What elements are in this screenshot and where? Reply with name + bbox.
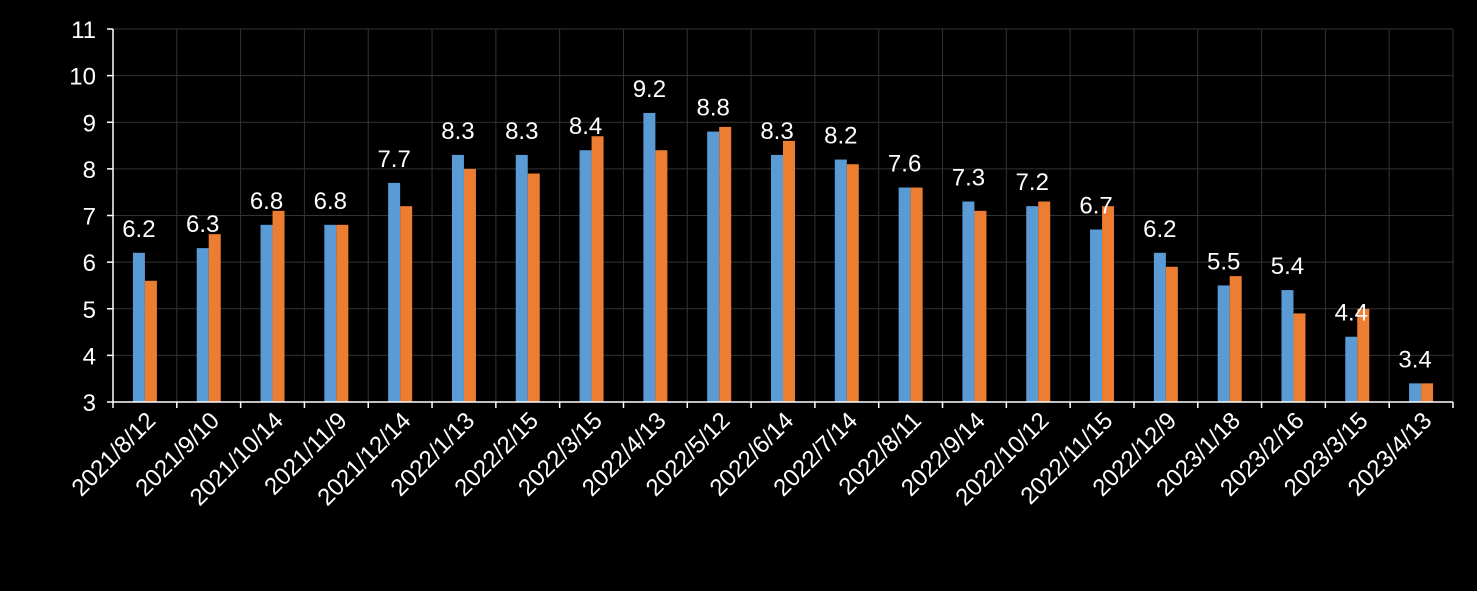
bar-series-1 <box>388 182 401 402</box>
bar-series-2 <box>463 168 476 402</box>
bar-series-2 <box>144 280 157 402</box>
y-tick-label: 6 <box>83 250 96 277</box>
y-tick-label: 10 <box>69 64 96 91</box>
bar-series-1 <box>1153 252 1166 402</box>
bar-series-2 <box>1229 276 1242 402</box>
data-label: 7.6 <box>888 151 921 178</box>
data-label: 7.3 <box>952 165 985 192</box>
bar-series-2 <box>1165 266 1178 402</box>
y-tick-label: 7 <box>83 204 96 231</box>
data-label: 8.8 <box>697 95 730 122</box>
bar-series-1 <box>1281 290 1294 402</box>
bar-series-1 <box>898 187 911 402</box>
y-tick-label: 8 <box>83 157 96 184</box>
bar-series-2 <box>591 136 604 403</box>
bar-series-2 <box>974 210 987 402</box>
bars <box>132 112 1434 403</box>
data-label: 9.2 <box>633 76 666 103</box>
bar-series-2 <box>208 234 221 402</box>
bar-series-1 <box>707 131 720 402</box>
data-label: 7.2 <box>1016 169 1049 196</box>
bar-series-1 <box>324 224 337 402</box>
data-label: 6.2 <box>1143 216 1176 243</box>
data-labels: 6.2 6.3 6.8 6.8 7.7 8.3 8.3 8.4 9.2 8.8 8.3 8.2 7.6 7… <box>122 76 1432 373</box>
bar-series-1 <box>260 224 273 402</box>
bar-series-1 <box>1026 206 1039 402</box>
bar-series-1 <box>1345 336 1358 402</box>
data-label: 6.2 <box>122 216 155 243</box>
data-label: 7.7 <box>377 146 410 173</box>
bar-series-1 <box>1409 383 1422 402</box>
bar-series-1 <box>1090 229 1103 402</box>
bar-series-2 <box>272 210 285 402</box>
data-label: 8.3 <box>760 118 793 145</box>
data-label: 5.5 <box>1207 248 1240 275</box>
y-tick-label: 4 <box>83 343 96 370</box>
bar-series-2 <box>1421 383 1434 402</box>
y-tick-label: 3 <box>83 390 96 417</box>
data-label: 3.4 <box>1398 346 1431 373</box>
bar-series-1 <box>451 154 464 402</box>
bar-series-1 <box>132 252 145 402</box>
bar-series-2 <box>400 206 413 402</box>
data-label: 8.4 <box>569 113 602 140</box>
data-label: 4.4 <box>1335 300 1368 327</box>
bar-series-2 <box>1357 308 1370 402</box>
bar-series-1 <box>962 201 975 402</box>
y-tick-label: 9 <box>83 110 96 137</box>
data-label: 6.8 <box>314 188 347 215</box>
axes <box>107 28 1454 408</box>
data-label: 8.3 <box>505 118 538 145</box>
y-tick-label: 5 <box>83 297 96 324</box>
bar-series-2 <box>719 126 732 402</box>
data-label: 8.2 <box>824 123 857 150</box>
bar-series-2 <box>655 150 668 402</box>
bar-series-2 <box>527 173 540 402</box>
y-tick-label: 11 <box>71 17 96 44</box>
bar-series-2 <box>783 140 795 402</box>
bar-series-1 <box>579 150 592 402</box>
bar-series-1 <box>771 154 783 402</box>
bar-series-2 <box>1102 206 1115 402</box>
data-label: 5.4 <box>1271 253 1304 280</box>
bar-series-1 <box>834 159 847 402</box>
bar-series-2 <box>846 164 859 402</box>
data-label: 8.3 <box>441 118 474 145</box>
data-label: 6.7 <box>1079 192 1112 219</box>
bar-series-1 <box>643 112 656 403</box>
bar-series-2 <box>1293 313 1306 402</box>
bar-series-2 <box>336 224 349 402</box>
data-label: 6.3 <box>186 211 219 238</box>
bar-series-1 <box>515 154 528 402</box>
data-label: 6.8 <box>250 188 283 215</box>
x-tick-labels: 2021/8/122021/9/102021/10/142021/11/9202… <box>67 407 1438 511</box>
bar-series-2 <box>1038 201 1051 402</box>
y-tick-labels: 3 4 5 6 7 8 9 10 11 <box>69 17 96 417</box>
bar-series-2 <box>910 187 923 402</box>
bar-series-1 <box>1217 285 1230 402</box>
bar-series-1 <box>196 248 209 402</box>
